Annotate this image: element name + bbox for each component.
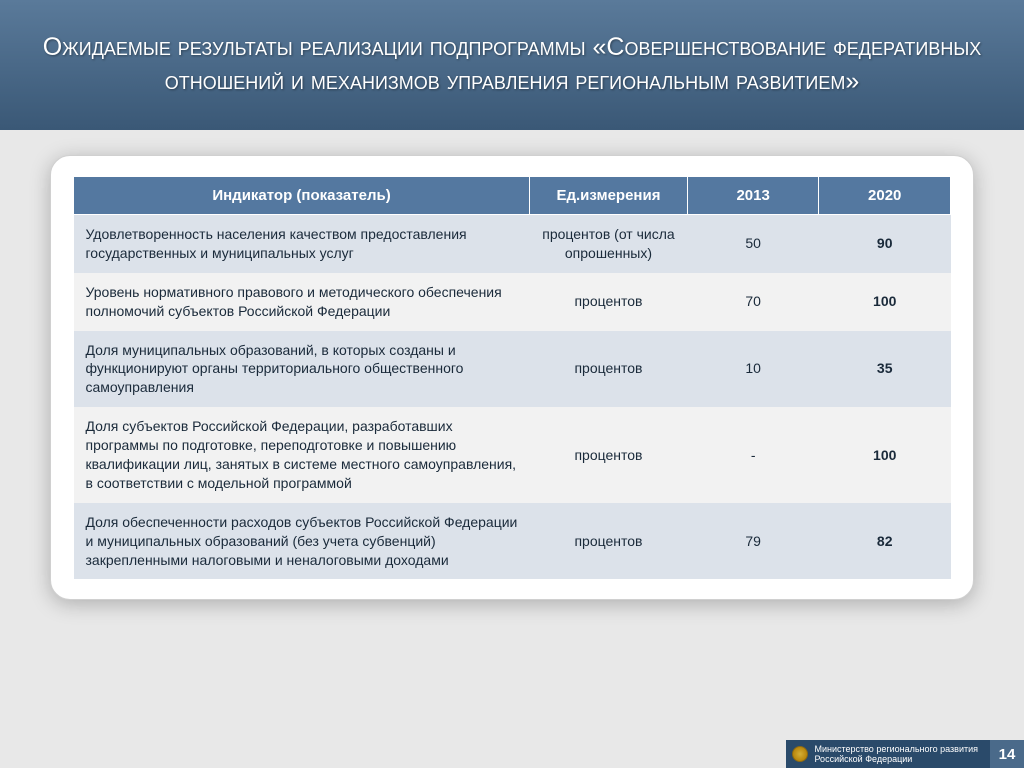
- col-2020: 2020: [819, 177, 951, 215]
- table-row: Уровень нормативного правового и методич…: [74, 273, 951, 331]
- table-row: Доля муниципальных образований, в которы…: [74, 331, 951, 408]
- cell-2020: 90: [819, 215, 951, 273]
- cell-2013: 50: [687, 215, 819, 273]
- ministry-line1: Министерство регионального развития: [814, 744, 978, 754]
- table-header-row: Индикатор (показатель) Ед.измерения 2013…: [74, 177, 951, 215]
- ministry-label: Министерство регионального развития Росс…: [786, 740, 990, 768]
- cell-2020: 100: [819, 273, 951, 331]
- table-body: Удовлетворенность населения качеством пр…: [74, 215, 951, 580]
- slide-footer: Министерство регионального развития Росс…: [786, 740, 1024, 768]
- cell-2020: 35: [819, 331, 951, 408]
- col-indicator: Индикатор (показатель): [74, 177, 530, 215]
- cell-indicator: Доля субъектов Российской Федерации, раз…: [74, 407, 530, 503]
- cell-2013: 79: [687, 503, 819, 580]
- col-unit: Ед.измерения: [530, 177, 688, 215]
- cell-indicator: Удовлетворенность населения качеством пр…: [74, 215, 530, 273]
- cell-unit: процентов: [530, 331, 688, 408]
- cell-2013: 70: [687, 273, 819, 331]
- emblem-icon: [792, 746, 808, 762]
- cell-2013: 10: [687, 331, 819, 408]
- cell-unit: процентов: [530, 503, 688, 580]
- table-card: Индикатор (показатель) Ед.измерения 2013…: [50, 155, 974, 600]
- table-row: Доля субъектов Российской Федерации, раз…: [74, 407, 951, 503]
- cell-2020: 82: [819, 503, 951, 580]
- table-row: Доля обеспеченности расходов субъектов Р…: [74, 503, 951, 580]
- table-row: Удовлетворенность населения качеством пр…: [74, 215, 951, 273]
- cell-unit: процентов: [530, 273, 688, 331]
- content-area: Индикатор (показатель) Ед.измерения 2013…: [0, 130, 1024, 768]
- cell-indicator: Уровень нормативного правового и методич…: [74, 273, 530, 331]
- cell-indicator: Доля муниципальных образований, в которы…: [74, 331, 530, 408]
- cell-2020: 100: [819, 407, 951, 503]
- slide-header: Ожидаемые результаты реализации подпрогр…: [0, 0, 1024, 130]
- cell-unit: процентов (от числа опрошенных): [530, 215, 688, 273]
- cell-unit: процентов: [530, 407, 688, 503]
- cell-2013: -: [687, 407, 819, 503]
- ministry-line2: Российской Федерации: [814, 754, 978, 764]
- cell-indicator: Доля обеспеченности расходов субъектов Р…: [74, 503, 530, 580]
- indicators-table: Индикатор (показатель) Ед.измерения 2013…: [73, 176, 951, 579]
- col-2013: 2013: [687, 177, 819, 215]
- page-number: 14: [990, 740, 1024, 768]
- slide-title: Ожидаемые результаты реализации подпрогр…: [30, 31, 994, 99]
